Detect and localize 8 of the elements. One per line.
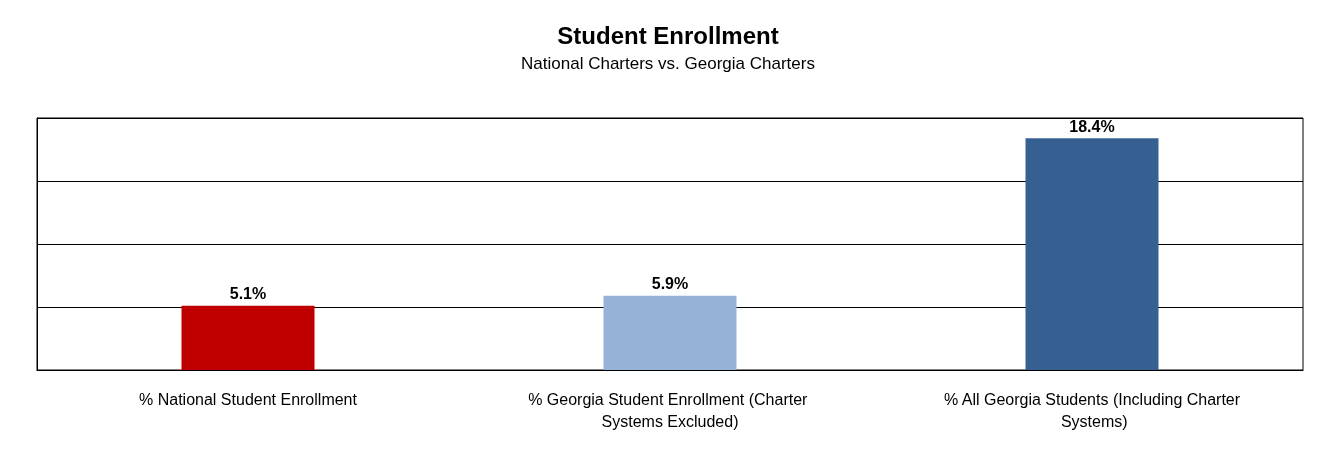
x-tick-label: % Georgia Student Enrollment (Charter Systems Excluded) xyxy=(528,390,812,430)
data-label: 5.9% xyxy=(651,275,689,293)
chart-title: Student Enrollment xyxy=(557,21,779,49)
data-label: 5.1% xyxy=(229,285,267,303)
data-label: 18.4% xyxy=(1069,117,1115,135)
x-tick-label: % All Georgia Students (Including Charter Systems) xyxy=(943,390,1241,430)
chart-subtitle: National Charters vs. Georgia Charters xyxy=(521,54,815,73)
x-tick-label: % National Student Enrollment xyxy=(139,390,358,408)
